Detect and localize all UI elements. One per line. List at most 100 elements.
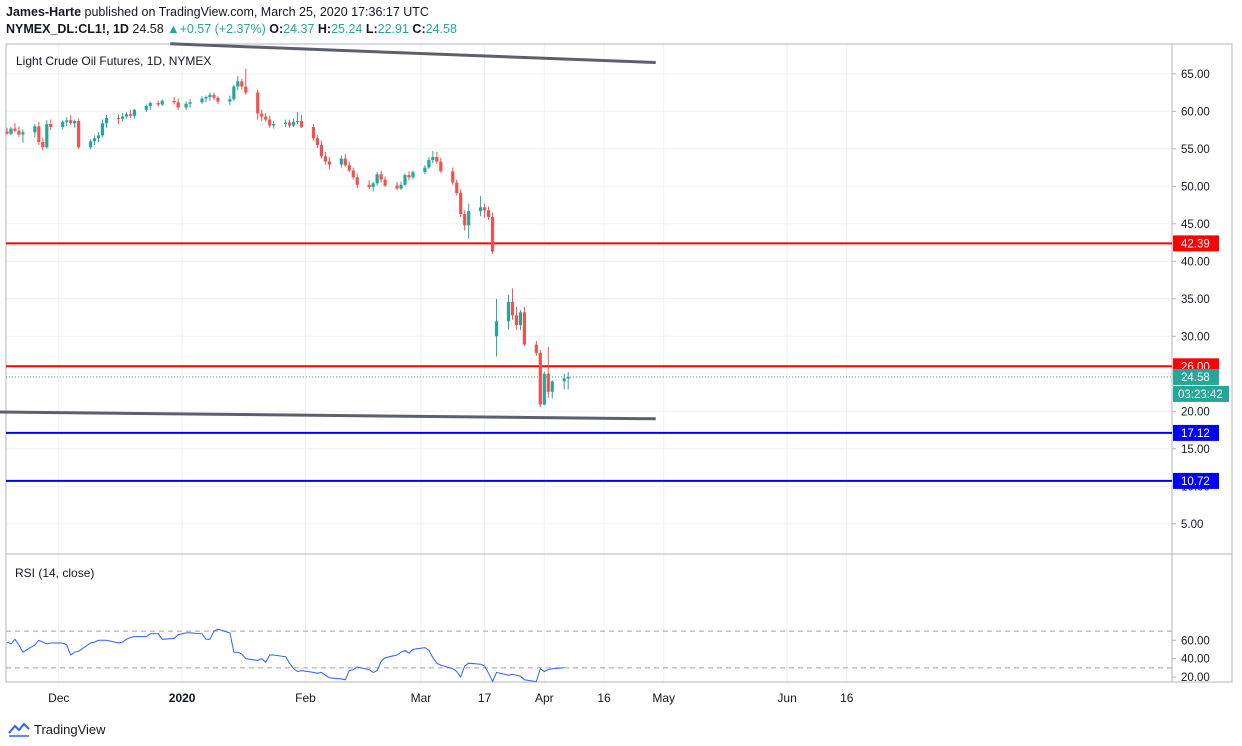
candle-body — [490, 217, 495, 252]
candle-body — [61, 121, 65, 128]
candle-body — [172, 100, 176, 103]
trendlines — [0, 42, 656, 421]
candle-body — [494, 321, 499, 337]
publish-info: published on TradingView.com, March 25, … — [84, 5, 429, 19]
candle-body — [244, 86, 248, 93]
candle-body — [483, 207, 487, 211]
candle-body — [160, 100, 164, 105]
candle-body — [116, 118, 121, 120]
close-label: C: — [412, 22, 426, 36]
candle-body — [49, 124, 53, 128]
candle-body — [37, 126, 41, 143]
candle-body — [17, 130, 21, 135]
price-tick-label: 5.00 — [1181, 519, 1203, 531]
author-name[interactable]: James-Harte — [6, 5, 82, 19]
candle-body — [550, 381, 554, 392]
candle-body — [347, 165, 351, 171]
price-tick-label: 35.00 — [1181, 294, 1210, 306]
candle-body — [176, 102, 180, 108]
price-tick-label: 15.00 — [1181, 444, 1210, 456]
candle-body — [399, 184, 403, 189]
candle-body — [228, 99, 232, 102]
level-price-label: 17.12 — [1181, 428, 1210, 440]
candle-body — [522, 312, 526, 345]
candle-body — [236, 81, 240, 87]
low-label: L: — [365, 22, 378, 36]
tradingview-logo-icon — [8, 722, 30, 737]
candle-body — [184, 103, 188, 108]
candle-body — [144, 106, 148, 110]
countdown-tag — [1173, 385, 1229, 402]
candle-body — [435, 157, 439, 162]
candle-body — [77, 121, 81, 148]
price-axis[interactable]: 65.00 60.00 55.00 50.00 45.00 40.00 35.00 30.00… — [1172, 69, 1229, 684]
candle-body — [479, 207, 483, 212]
open-value: 24.37 — [283, 22, 315, 36]
candle-body — [367, 184, 371, 188]
candle-body — [128, 114, 132, 116]
candle-body — [486, 210, 491, 218]
candle-body — [538, 352, 542, 405]
candle-body — [403, 175, 407, 185]
candle-body — [542, 373, 546, 405]
candle-body — [88, 141, 93, 148]
candle-body — [459, 193, 463, 215]
countdown-label: 03:23:42 — [1178, 389, 1223, 401]
candle-body — [427, 160, 431, 168]
price-change: +0.57 (+2.37%) — [179, 22, 266, 36]
candle-body — [256, 92, 260, 114]
level-price-tag — [1173, 235, 1219, 252]
time-tick-label: Feb — [295, 691, 316, 705]
candle-body — [423, 167, 427, 173]
candle-body — [232, 86, 236, 100]
level-price-tag — [1173, 424, 1219, 441]
level-price-label: 10.72 — [1181, 476, 1210, 488]
time-tick-label: 16 — [597, 691, 611, 705]
publisher-line: James-Harte published on TradingView.com… — [6, 4, 1236, 21]
candle-body — [200, 98, 204, 103]
outer-frame — [5, 43, 1233, 683]
footer: TradingView — [8, 718, 106, 740]
price-tick-label: 60.00 — [1181, 106, 1210, 118]
chart-header: James-Harte published on TradingView.com… — [6, 4, 1236, 40]
level-price-tag — [1173, 472, 1219, 489]
rsi-pane — [6, 628, 1172, 683]
candle-body — [315, 138, 320, 146]
level-price-label: 42.39 — [1181, 238, 1210, 250]
price-tick-label: 50.00 — [1181, 181, 1210, 193]
candle-body — [284, 122, 288, 125]
candles — [5, 68, 570, 407]
last-price-tag-label: 24.58 — [1181, 372, 1210, 384]
candle-body — [212, 94, 216, 98]
candle-body — [546, 373, 550, 392]
footer-brand[interactable]: TradingView — [34, 721, 106, 737]
candle-body — [41, 142, 45, 148]
horizontal-levels — [6, 242, 1172, 482]
last-price-tag — [1173, 368, 1219, 385]
price-tick-label: 30.00 — [1181, 331, 1210, 343]
candle-body — [216, 97, 220, 102]
candle-body — [96, 135, 101, 139]
candle-body — [379, 174, 383, 180]
candle-body — [514, 315, 519, 326]
candle-body — [92, 138, 97, 142]
candle-body — [13, 128, 17, 131]
candle-body — [264, 116, 268, 120]
candle-body — [33, 126, 37, 133]
high-value: 25.24 — [331, 22, 363, 36]
candle-body — [132, 109, 136, 116]
candle-body — [65, 120, 69, 122]
rsi-line — [6, 628, 565, 683]
high-label: H: — [317, 22, 332, 36]
rsi-tick-label: 20.00 — [1181, 672, 1210, 684]
symbol-label[interactable]: NYMEX_DL:CL1!, 1D — [6, 22, 129, 36]
candle-body — [272, 124, 276, 126]
candle-body — [204, 97, 208, 99]
time-axis[interactable]: Dec 2020 Feb Mar 17 Apr 16 May Jun 16 — [48, 691, 854, 705]
rsi-tick-label: 40.00 — [1181, 654, 1210, 666]
candle-body — [268, 119, 272, 126]
candle-body — [327, 161, 331, 165]
rsi-title: RSI (14, close) — [15, 566, 94, 580]
candle-body — [295, 121, 300, 123]
